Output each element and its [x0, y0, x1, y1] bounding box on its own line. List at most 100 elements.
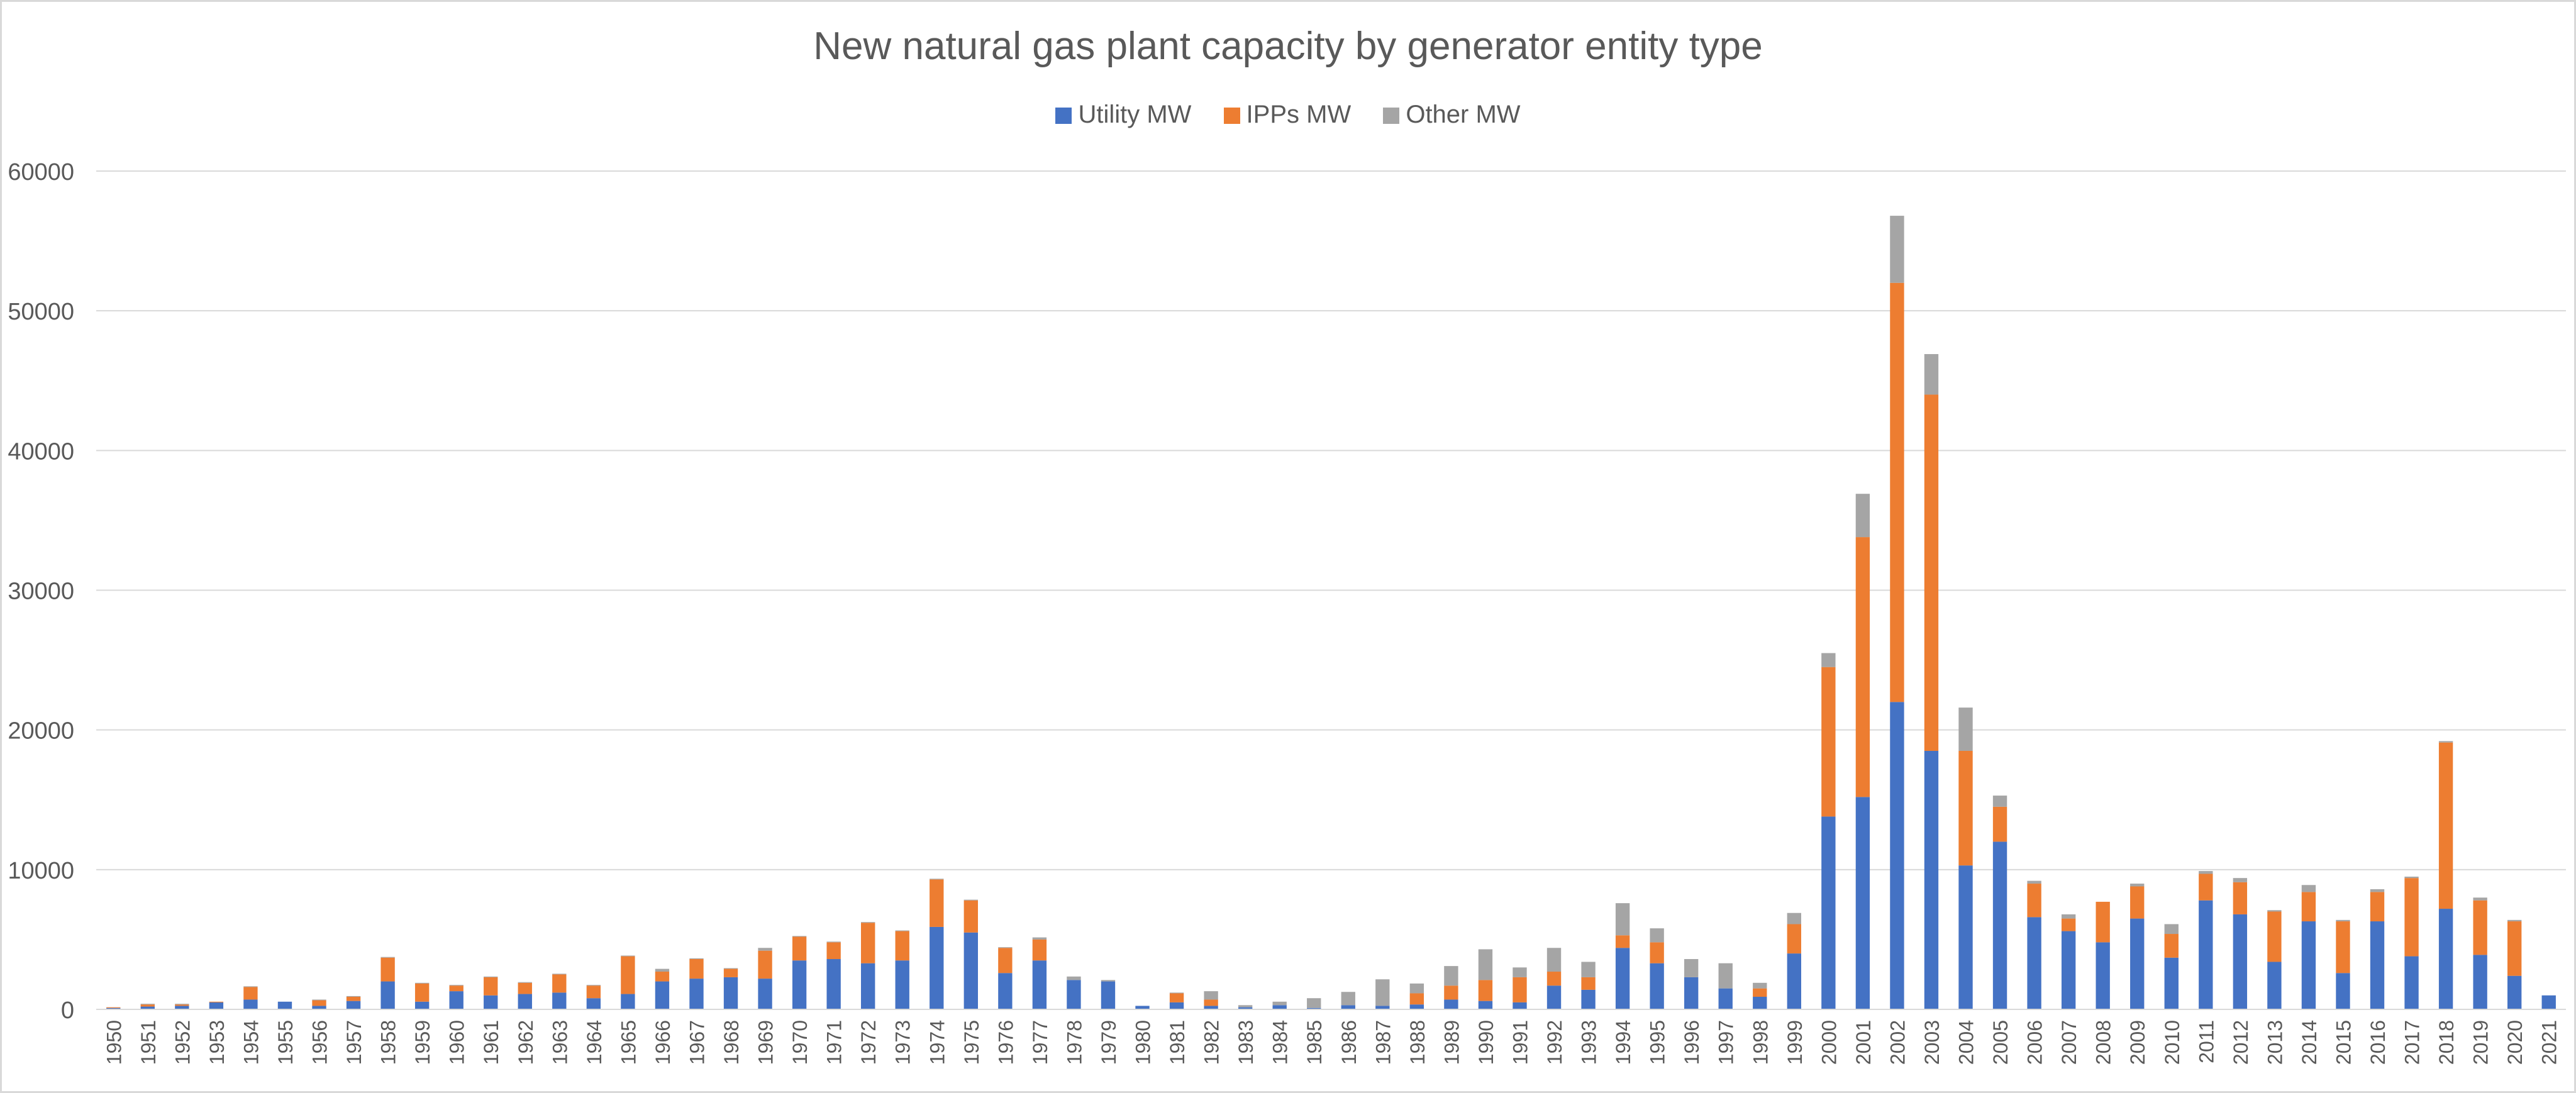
bar-other-1987 [1375, 979, 1390, 1006]
bar-utility-1951 [140, 1006, 155, 1009]
bar-utility-1967 [689, 979, 704, 1009]
bar-other-2006 [2027, 880, 2041, 884]
legend-item-utility: Utility MW [1055, 101, 1191, 129]
bar-ipps-1972 [861, 923, 875, 963]
bar-other-1981 [1169, 992, 1184, 994]
x-tick-label: 1958 [377, 1020, 400, 1065]
bar-ipps-2006 [2027, 884, 2041, 918]
bar-other-1992 [1546, 948, 1562, 972]
x-tick-label: 1985 [1303, 1020, 1326, 1065]
x-tick-label: 1977 [1029, 1020, 1052, 1065]
x-tick-label: 2021 [2538, 1020, 2561, 1065]
bar-other-1985 [1307, 998, 1321, 1008]
bar-ipps-1989 [1444, 985, 1458, 1000]
bar-utility-1982 [1204, 1006, 1218, 1009]
bar-ipps-1960 [449, 985, 464, 992]
bar-other-2020 [2507, 919, 2522, 922]
bar-other-1978 [1067, 976, 1081, 980]
bar-other-1972 [861, 922, 875, 923]
x-tick-label: 2002 [1886, 1020, 1909, 1065]
bar-ipps-2008 [2096, 901, 2110, 943]
bar-utility-1961 [484, 995, 498, 1009]
x-tick-label: 1968 [720, 1020, 743, 1065]
x-tick-label: 1957 [343, 1020, 365, 1065]
bar-utility-1954 [243, 999, 258, 1009]
bar-ipps-2007 [2061, 918, 2076, 931]
x-tick-label: 1986 [1338, 1020, 1360, 1065]
x-tick-label: 1950 [103, 1020, 125, 1065]
bar-other-1973 [895, 930, 909, 931]
legend-label-other: Other MW [1406, 101, 1521, 128]
bar-utility-1991 [1513, 1002, 1527, 1009]
x-tick-label: 2012 [2229, 1020, 2252, 1065]
legend-item-ipps: IPPs MW [1223, 101, 1351, 129]
bar-utility-1962 [518, 994, 532, 1009]
bar-utility-1971 [826, 959, 841, 1009]
bar-other-2015 [2336, 919, 2350, 922]
bar-ipps-2005 [1992, 806, 2007, 842]
x-tick-label: 2003 [1921, 1020, 1943, 1065]
x-tick-label: 1993 [1578, 1020, 1601, 1065]
bar-ipps-1962 [518, 982, 532, 994]
bar-ipps-1952 [175, 1004, 189, 1006]
bar-other-2018 [2438, 741, 2453, 743]
bar-utility-1957 [346, 1001, 361, 1009]
bar-ipps-1993 [1581, 977, 1596, 990]
bar-utility-2009 [2130, 918, 2145, 1009]
bar-utility-1956 [312, 1006, 326, 1009]
x-tick-label: 1989 [1440, 1020, 1463, 1065]
bar-utility-2017 [2404, 956, 2419, 1009]
bar-ipps-1971 [826, 942, 841, 960]
bar-ipps-1994 [1615, 935, 1630, 948]
bar-utility-2013 [2267, 962, 2282, 1009]
bar-ipps-2002 [1890, 282, 1904, 702]
bar-utility-1963 [552, 992, 567, 1009]
bar-ipps-1974 [930, 879, 944, 927]
bar-ipps-1992 [1546, 972, 1562, 986]
bar-ipps-1970 [792, 936, 807, 961]
x-tick-label: 2005 [1989, 1020, 2012, 1065]
x-tick-label: 1964 [583, 1020, 606, 1065]
bar-ipps-1951 [140, 1004, 155, 1007]
bar-utility-2002 [1890, 702, 1904, 1009]
bar-utility-1999 [1787, 953, 1801, 1009]
bar-utility-1972 [861, 963, 875, 1009]
bar-ipps-1961 [484, 977, 498, 996]
bar-utility-1987 [1375, 1006, 1390, 1009]
bar-utility-1966 [655, 981, 670, 1009]
bar-ipps-2013 [2267, 911, 2282, 962]
x-tick-label: 2020 [2504, 1020, 2526, 1065]
bar-utility-1975 [963, 932, 978, 1009]
legend-swatch-utility [1055, 108, 1072, 124]
bar-other-1999 [1787, 913, 1801, 924]
bar-utility-1974 [930, 926, 944, 1009]
x-tick-label: 2013 [2263, 1020, 2286, 1065]
bar-utility-1981 [1169, 1002, 1184, 1009]
x-tick-label: 2014 [2298, 1020, 2321, 1065]
bar-utility-2020 [2507, 975, 2522, 1009]
bar-other-1967 [689, 958, 704, 960]
bar-ipps-1982 [1204, 999, 1218, 1006]
bar-ipps-1956 [312, 1000, 326, 1006]
bar-ipps-1963 [552, 974, 567, 993]
bar-ipps-1964 [586, 985, 601, 999]
bar-other-1977 [1032, 937, 1047, 940]
legend-item-other: Other MW [1383, 101, 1521, 129]
bar-utility-1980 [1135, 1006, 1150, 1009]
bar-other-1957 [346, 996, 361, 997]
x-tick-label: 1992 [1543, 1020, 1566, 1065]
bar-ipps-2003 [1924, 394, 1939, 751]
bar-other-1986 [1341, 992, 1355, 1006]
bar-ipps-2009 [2130, 886, 2145, 919]
bar-ipps-1973 [895, 931, 909, 961]
bar-utility-1979 [1101, 981, 1116, 1009]
x-tick-label: 1960 [446, 1020, 469, 1065]
x-tick-label: 1970 [789, 1020, 811, 1065]
bar-utility-1950 [106, 1007, 121, 1009]
x-tick-label: 1998 [1749, 1020, 1772, 1065]
x-tick-label: 2019 [2470, 1020, 2492, 1065]
x-tick-label: 1994 [1612, 1020, 1635, 1065]
bar-other-1982 [1204, 991, 1218, 1000]
bar-utility-1976 [998, 973, 1013, 1009]
